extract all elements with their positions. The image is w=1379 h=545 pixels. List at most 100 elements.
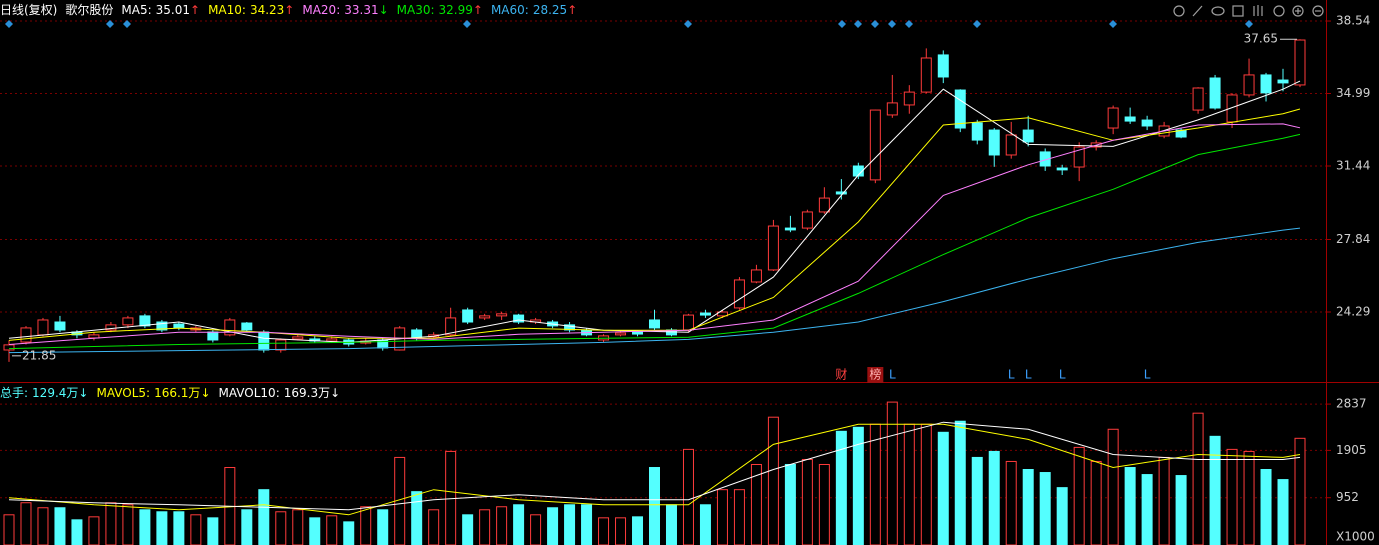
annotation: 财 <box>835 368 847 382</box>
ma-line <box>8 421 1301 511</box>
signal-marker <box>123 20 131 28</box>
low-label: 21.85 <box>22 348 56 362</box>
volume-bar <box>1124 467 1136 545</box>
volume-bar <box>292 509 304 545</box>
volume-bar <box>1107 428 1119 545</box>
candle-body <box>1192 87 1204 111</box>
legend-text: 169.3万 <box>284 386 330 400</box>
volume-bar <box>343 521 355 545</box>
signal-marker <box>1109 20 1117 28</box>
signal-marker <box>871 20 879 28</box>
legend-text: 35.01 <box>156 3 190 17</box>
legend-text: ↓ <box>200 386 210 400</box>
candle-body <box>1073 146 1085 168</box>
draw-icon[interactable] <box>1192 5 1203 17</box>
volume-bar <box>903 423 915 545</box>
volume-bar <box>156 511 168 545</box>
settings-icon[interactable] <box>1173 5 1185 17</box>
hand-icon[interactable] <box>1253 5 1263 16</box>
candle-body <box>37 319 49 336</box>
zoom-out-icon[interactable] <box>1312 5 1324 17</box>
volume-bar <box>1090 460 1102 545</box>
candle-body <box>275 339 287 351</box>
legend-text: ↓ <box>330 386 340 400</box>
legend-text: 33.31 <box>344 3 378 17</box>
candle-body <box>632 331 644 335</box>
candle-body <box>733 279 745 309</box>
signal-marker <box>854 20 862 28</box>
legend-text: 32.99 <box>439 3 473 17</box>
volume-bar <box>1073 446 1085 545</box>
candle-body <box>122 317 134 326</box>
annotation: L <box>889 368 896 382</box>
zoom-in-icon[interactable] <box>1292 5 1304 17</box>
volume-bar <box>139 509 151 545</box>
volume-bar <box>1277 479 1289 545</box>
legend-text: ↓ <box>78 386 88 400</box>
candle-body <box>903 91 915 106</box>
volume-bar <box>835 430 847 545</box>
volume-bar <box>88 516 100 545</box>
candle-body <box>156 321 168 331</box>
volume-bar <box>784 463 796 545</box>
candle-body <box>326 338 338 342</box>
box-icon[interactable] <box>1232 5 1244 17</box>
volume-bar <box>598 517 610 545</box>
ma-line <box>8 227 1301 354</box>
volume-bar <box>733 489 745 545</box>
volume-bar <box>699 504 711 545</box>
volume-bar <box>309 517 321 545</box>
candle-body <box>241 322 253 331</box>
volume-bar <box>920 423 932 545</box>
info-icon[interactable] <box>1273 5 1285 17</box>
volume-bar <box>1243 450 1255 545</box>
volume-bar <box>37 507 49 545</box>
annotation: L <box>1144 368 1151 382</box>
volume-bar <box>3 514 15 545</box>
volume-bar <box>937 431 949 545</box>
volume-bar <box>547 507 559 545</box>
candle-body <box>818 197 830 213</box>
signal-marker <box>5 20 13 28</box>
ma-line <box>8 80 1301 343</box>
view-icon[interactable] <box>1211 6 1225 16</box>
volume-bar <box>20 502 32 545</box>
candle-body <box>1277 79 1289 84</box>
volume-bar <box>971 456 983 545</box>
y-tick-label: 38.54 <box>1336 14 1370 28</box>
annotation: 榜 <box>869 367 881 382</box>
candle-body <box>479 315 491 319</box>
candle-body <box>699 312 711 316</box>
legend-text: ↑ <box>567 3 577 17</box>
legend-text: 166.1万 <box>154 386 200 400</box>
volume-bar <box>1141 474 1153 545</box>
volume-bar <box>377 509 389 545</box>
candle-body <box>258 331 270 351</box>
candle-body <box>445 317 457 336</box>
legend-text: MAVOL10: <box>219 386 280 400</box>
candle-body <box>988 129 1000 156</box>
signal-marker <box>905 20 913 28</box>
candle-body <box>1141 119 1153 127</box>
candle-body <box>649 319 660 329</box>
signal-marker <box>463 20 471 28</box>
volume-bar <box>564 504 576 545</box>
annotation-box <box>867 367 884 383</box>
candle-body <box>835 191 847 195</box>
candle-body <box>767 225 779 271</box>
volume-bar <box>1226 448 1238 545</box>
high-label: 37.65 <box>1244 32 1278 46</box>
unit-label: X1000 <box>1336 530 1375 544</box>
candle-body <box>105 324 117 331</box>
volume-bar <box>105 502 117 545</box>
volume-bar <box>682 448 694 545</box>
signal-marker <box>888 20 896 28</box>
annotation: L <box>1025 368 1032 382</box>
volume-bar <box>954 420 966 545</box>
volume-bar <box>71 519 83 545</box>
volume-bar <box>411 491 423 545</box>
legend-text: MA30: <box>397 3 435 17</box>
legend-text: MA60: <box>491 3 529 17</box>
candle-body <box>937 54 949 78</box>
